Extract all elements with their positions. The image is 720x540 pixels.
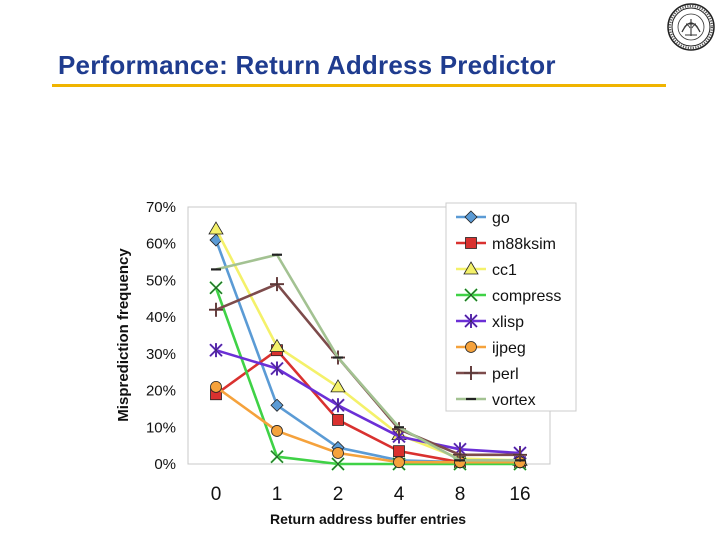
legend-label: ijpeg [492, 340, 526, 357]
series-line-compress [214, 287, 520, 466]
data-point-perl [209, 302, 223, 317]
data-point-perl [270, 277, 284, 292]
legend-label: cc1 [492, 262, 517, 279]
legend-marker [464, 210, 478, 224]
y-tick-label: 20% [146, 383, 176, 400]
y-tick-label: 10% [146, 419, 176, 436]
x-tick-label: 8 [455, 484, 466, 505]
y-tick-label: 60% [146, 236, 176, 253]
data-point-xlisp [270, 361, 284, 376]
x-tick-label: 4 [394, 484, 405, 505]
data-point-ijpeg [332, 447, 344, 459]
data-point-ijpeg [271, 425, 283, 437]
data-point-ijpeg [393, 456, 405, 469]
y-tick-label: 50% [146, 272, 176, 289]
data-point-go [270, 398, 284, 412]
legend-marker [464, 288, 478, 302]
legend-item-cc1: cc1 [456, 261, 517, 279]
legend-item-vortex: vortex [456, 392, 536, 409]
legend-label: m88ksim [492, 236, 556, 253]
slide-title: Performance: Return Address Predictor [58, 50, 556, 80]
legend-item-compress: compress [456, 288, 561, 305]
legend-label: perl [492, 366, 519, 383]
legend-marker [465, 341, 477, 353]
y-tick-label: 70% [146, 199, 176, 216]
university-seal-icon [667, 3, 715, 51]
series-line-vortex [215, 253, 520, 462]
data-point-compress [270, 449, 284, 464]
data-point-xlisp [209, 343, 223, 358]
x-tick-label: 0 [211, 484, 222, 505]
legend-item-go: go [456, 210, 510, 227]
x-tick-label: 2 [333, 484, 344, 505]
legend-item-xlisp: xlisp [456, 314, 524, 331]
y-tick-label: 30% [146, 346, 176, 363]
data-point-m88ksim [393, 445, 405, 458]
legend-label: compress [492, 288, 561, 305]
series-vortex [211, 253, 525, 462]
y-tick-label: 0% [154, 456, 176, 473]
legend-label: go [492, 210, 510, 227]
series-line-xlisp [215, 348, 521, 455]
x-tick-label: 16 [509, 484, 530, 505]
data-point-compress [331, 457, 345, 471]
data-point-m88ksim [332, 414, 344, 426]
legend-label: vortex [492, 392, 536, 409]
legend-box [445, 202, 577, 412]
data-point-compress [209, 281, 223, 295]
data-point-ijpeg [210, 380, 222, 393]
legend-item-m88ksim: m88ksim [456, 236, 556, 253]
legend-marker [464, 366, 478, 380]
y-axis-title: Misprediction frequency [115, 248, 132, 422]
title-underline [52, 84, 666, 87]
legend-label: xlisp [492, 314, 524, 331]
x-axis-title: Return address buffer entries [270, 511, 466, 527]
y-tick-label: 40% [146, 309, 176, 326]
series-line-cc1 [214, 228, 521, 462]
data-point-cc1 [330, 379, 346, 393]
x-tick-label: 1 [272, 484, 283, 505]
data-point-cc1 [208, 221, 224, 235]
legend-marker [464, 314, 478, 328]
legend-marker [463, 261, 479, 275]
legend-marker [465, 237, 477, 249]
series-ijpeg [210, 380, 526, 469]
legend-item-perl: perl [456, 366, 519, 383]
legend-item-ijpeg: ijpeg [456, 340, 526, 357]
series-line-ijpeg [215, 385, 520, 464]
data-point-cc1 [269, 338, 285, 352]
data-point-xlisp [331, 398, 345, 413]
